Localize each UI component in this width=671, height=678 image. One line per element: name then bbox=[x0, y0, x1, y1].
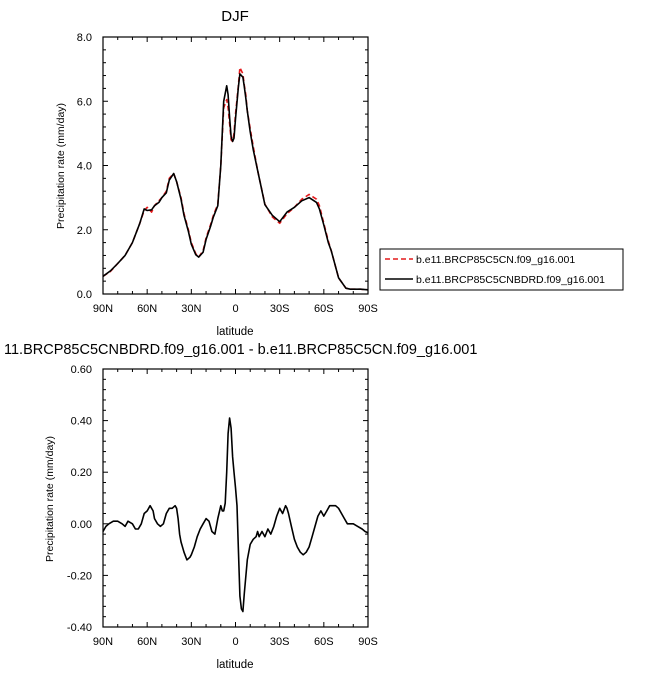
chart1-xtick-label: 60N bbox=[137, 303, 157, 315]
chart2-xtick-label: 60N bbox=[137, 636, 157, 648]
chart1-xtick-label: 90S bbox=[358, 303, 378, 315]
chart1-ytick-label: 6.0 bbox=[77, 96, 92, 108]
chart1-xtick-label: 30S bbox=[270, 303, 290, 315]
chart1-ytick-label: 8.0 bbox=[77, 32, 92, 44]
chart2-series-0-line bbox=[102, 417, 369, 613]
legend-box bbox=[379, 248, 624, 291]
chart2-ytick-label: -0.40 bbox=[67, 622, 92, 634]
legend-label-cn: b.e11.BRCP85C5CN.f09_g16.001 bbox=[416, 254, 575, 266]
chart2-ylabel: Precipitation rate (mm/day) bbox=[44, 436, 56, 562]
chart1-series-0-line bbox=[102, 66, 369, 291]
chart1-ytick-label: 0.0 bbox=[77, 289, 92, 301]
chart1-ytick-label: 4.0 bbox=[77, 161, 92, 173]
chart2-xtick-label: 60S bbox=[314, 636, 334, 648]
chart2-series bbox=[102, 417, 369, 613]
chart1-xtick-label: 0 bbox=[232, 303, 238, 315]
chart2-xtick-label: 0 bbox=[232, 636, 238, 648]
chart2-xtick-label: 30N bbox=[181, 636, 201, 648]
chart2-title: 11.BRCP85C5CNBDRD.f09_g16.001 - b.e11.BR… bbox=[4, 342, 477, 358]
chart2-xlabel: latitude bbox=[216, 659, 253, 671]
chart1-series-1-line bbox=[102, 73, 369, 291]
chart1-xtick-label: 60S bbox=[314, 303, 334, 315]
chart2-xtick-label: 90N bbox=[93, 636, 113, 648]
chart1-legend: b.e11.BRCP85C5CN.f09_g16.001 b.e11.BRCP8… bbox=[379, 248, 624, 291]
chart2-ytick-label: 0.20 bbox=[71, 467, 92, 479]
chart1-title: DJF bbox=[221, 8, 249, 25]
chart2-ytick-label: 0.00 bbox=[71, 519, 92, 531]
chart1-series bbox=[102, 66, 369, 291]
chart2-plot-frame bbox=[102, 368, 369, 628]
chart1-axes: 90N 60N 30N 0 30S 60S 90S 0.0 2.0 4.0 6.0 8.0 bbox=[77, 32, 378, 315]
chart2-ytick-label: 0.60 bbox=[71, 364, 92, 376]
chart2-xtick-label: 90S bbox=[358, 636, 378, 648]
chart-difference: 11.BRCP85C5CNBDRD.f09_g16.001 - b.e11.BR… bbox=[4, 342, 477, 671]
chart2-xtick-label: 30S bbox=[270, 636, 290, 648]
chart1-xlabel: latitude bbox=[216, 326, 253, 338]
chart2-ytick-label: 0.40 bbox=[71, 416, 92, 428]
chart1-xtick-label: 30N bbox=[181, 303, 201, 315]
chart1-ytick-label: 2.0 bbox=[77, 225, 92, 237]
chart1-ylabel: Precipitation rate (mm/day) bbox=[55, 103, 67, 229]
chart2-ytick-label: -0.20 bbox=[67, 570, 92, 582]
chart-djf: DJF Precipitation rate (mm/day) latitude… bbox=[55, 8, 378, 338]
chart1-plot-frame bbox=[102, 36, 369, 295]
chart1-xtick-label: 90N bbox=[93, 303, 113, 315]
legend-label-cnbdrd: b.e11.BRCP85C5CNBDRD.f09_g16.001 bbox=[416, 274, 605, 286]
